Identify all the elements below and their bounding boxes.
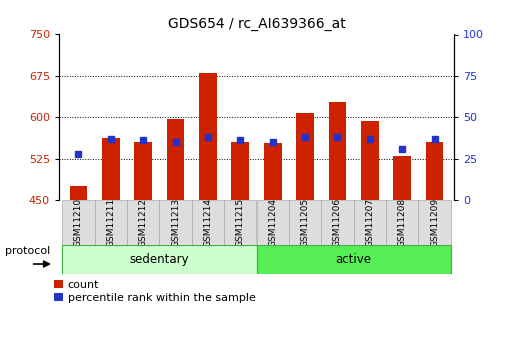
FancyBboxPatch shape bbox=[127, 200, 160, 245]
Text: GSM11210: GSM11210 bbox=[74, 198, 83, 247]
FancyBboxPatch shape bbox=[160, 200, 192, 245]
Bar bbox=[361, 121, 379, 200]
FancyBboxPatch shape bbox=[386, 200, 419, 245]
FancyBboxPatch shape bbox=[224, 200, 256, 245]
Text: GSM11205: GSM11205 bbox=[301, 198, 309, 247]
Text: protocol: protocol bbox=[5, 246, 50, 256]
Bar bbox=[199, 72, 217, 200]
FancyBboxPatch shape bbox=[289, 200, 321, 245]
Text: GSM11212: GSM11212 bbox=[139, 198, 148, 247]
Text: GDS654 / rc_AI639366_at: GDS654 / rc_AI639366_at bbox=[168, 17, 345, 31]
FancyBboxPatch shape bbox=[192, 200, 224, 245]
Text: GSM11211: GSM11211 bbox=[106, 198, 115, 247]
Text: GSM11207: GSM11207 bbox=[365, 198, 374, 247]
Bar bbox=[134, 141, 152, 200]
FancyBboxPatch shape bbox=[62, 245, 256, 274]
Bar bbox=[167, 119, 185, 200]
Text: GSM11206: GSM11206 bbox=[333, 198, 342, 247]
FancyBboxPatch shape bbox=[256, 200, 289, 245]
Bar bbox=[231, 142, 249, 200]
FancyBboxPatch shape bbox=[94, 200, 127, 245]
FancyBboxPatch shape bbox=[256, 245, 451, 274]
Text: GSM11208: GSM11208 bbox=[398, 198, 407, 247]
FancyBboxPatch shape bbox=[353, 200, 386, 245]
Bar bbox=[264, 143, 282, 200]
Text: GSM11204: GSM11204 bbox=[268, 198, 277, 247]
Text: GSM11213: GSM11213 bbox=[171, 198, 180, 247]
Bar bbox=[426, 141, 443, 200]
FancyBboxPatch shape bbox=[321, 200, 353, 245]
Bar bbox=[296, 114, 314, 200]
Bar bbox=[393, 156, 411, 200]
FancyBboxPatch shape bbox=[419, 200, 451, 245]
FancyBboxPatch shape bbox=[62, 200, 94, 245]
Text: sedentary: sedentary bbox=[130, 253, 189, 266]
Bar bbox=[70, 186, 87, 200]
Text: active: active bbox=[336, 253, 371, 266]
Legend: count, percentile rank within the sample: count, percentile rank within the sample bbox=[54, 280, 255, 303]
Bar bbox=[102, 138, 120, 200]
Text: GSM11209: GSM11209 bbox=[430, 198, 439, 247]
Bar bbox=[328, 102, 346, 200]
Text: GSM11214: GSM11214 bbox=[204, 198, 212, 247]
Text: GSM11215: GSM11215 bbox=[236, 198, 245, 247]
